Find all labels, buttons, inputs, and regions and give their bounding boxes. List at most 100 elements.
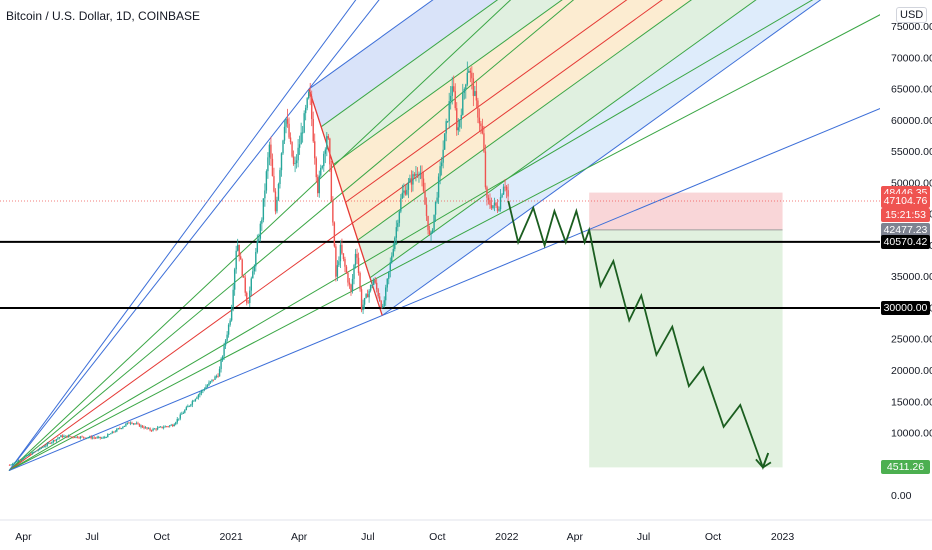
candle-body — [126, 422, 129, 424]
candle-body — [214, 376, 216, 380]
candle-body — [377, 289, 379, 297]
x-tick-label: Apr — [567, 531, 584, 543]
candle-body — [484, 151, 487, 188]
candle-body — [57, 438, 59, 439]
candle-body — [356, 253, 358, 258]
x-tick-label: Oct — [153, 531, 169, 543]
candle-body — [475, 91, 478, 101]
currency-button[interactable]: USD — [896, 7, 928, 23]
candle-body — [252, 271, 254, 279]
candle-body — [209, 381, 212, 383]
candle-body — [366, 294, 369, 298]
candle-body — [386, 278, 388, 288]
candle-body — [66, 435, 68, 438]
candle-body — [307, 91, 310, 99]
candle-body — [63, 435, 65, 437]
candle-body — [301, 132, 304, 134]
candle-body — [119, 428, 121, 430]
candle-body — [137, 423, 139, 425]
candle-body — [279, 170, 281, 185]
candle-body — [454, 91, 456, 109]
candle-body — [298, 144, 301, 148]
candle-body — [229, 320, 231, 325]
channel-band — [321, 0, 562, 165]
candle-body — [315, 158, 317, 178]
candle-body — [440, 162, 443, 167]
candle-body — [45, 445, 47, 447]
current-price-label: 47104.76 — [881, 193, 930, 208]
candle-body — [87, 437, 89, 439]
candle-body — [468, 70, 470, 73]
candle-body — [332, 201, 334, 223]
candle-body — [241, 259, 243, 276]
candle-body — [69, 435, 71, 437]
fan-line — [8, 0, 357, 471]
fan-line — [8, 108, 880, 472]
candle-body — [268, 144, 271, 158]
candle-body — [436, 197, 438, 202]
candle-body — [187, 406, 189, 408]
candle-body — [221, 356, 224, 361]
candle-body — [147, 428, 150, 430]
candle-body — [368, 290, 370, 298]
candle-body — [389, 262, 391, 272]
channel-band — [370, 0, 821, 316]
candle-body — [233, 269, 236, 290]
candle-body — [288, 123, 290, 138]
candle-body — [382, 306, 384, 308]
y-tick-label: 25000.00 — [891, 334, 932, 346]
candle-body — [223, 345, 225, 357]
candle-body — [97, 436, 100, 438]
position-zones — [589, 192, 783, 468]
y-tick-label: 75000.00 — [891, 21, 932, 33]
candle-body — [492, 205, 494, 209]
candle-body — [114, 431, 117, 433]
candle-body — [167, 426, 169, 428]
candle-body — [197, 394, 200, 398]
candle-body — [46, 443, 49, 446]
candle-body — [240, 256, 242, 260]
candle-body — [415, 173, 417, 176]
candle-body — [498, 209, 500, 211]
candle-body — [67, 435, 70, 438]
channel-band — [333, 0, 627, 203]
candle-body — [505, 186, 508, 191]
x-tick-label: Jul — [361, 531, 374, 543]
candle-body — [79, 436, 82, 439]
candle-body — [58, 437, 61, 439]
candle-body — [347, 273, 349, 283]
channel-line — [333, 0, 563, 165]
x-tick-label: 2022 — [495, 531, 519, 543]
candle-body — [413, 174, 416, 176]
candle-body — [339, 244, 342, 262]
candle-body — [493, 202, 496, 206]
candle-body — [481, 126, 484, 134]
y-tick-label: 55000.00 — [891, 146, 932, 158]
candle-body — [61, 435, 64, 437]
candle-body — [267, 157, 269, 172]
candle-body — [175, 422, 177, 425]
y-tick-label: 10000.00 — [891, 428, 932, 440]
candle-body — [338, 261, 340, 266]
candle-body — [8, 464, 11, 466]
candle-body — [416, 173, 419, 175]
candle-body — [394, 237, 396, 249]
candle-body — [437, 176, 440, 198]
candle-body — [23, 456, 26, 459]
candle-body — [110, 433, 112, 435]
channel-line — [369, 0, 757, 279]
candle-body — [348, 282, 351, 285]
candle-body — [320, 167, 322, 176]
candle-body — [507, 190, 509, 197]
candle-body — [156, 427, 159, 430]
x-tick-label: 2023 — [771, 531, 795, 543]
candle-body — [165, 426, 168, 428]
candle-body — [247, 302, 249, 304]
candle-body — [499, 197, 502, 210]
candle-body — [17, 460, 20, 462]
candle-body — [22, 458, 24, 460]
candle-body — [324, 149, 327, 154]
candle-body — [31, 452, 33, 455]
candle-body — [218, 369, 221, 377]
